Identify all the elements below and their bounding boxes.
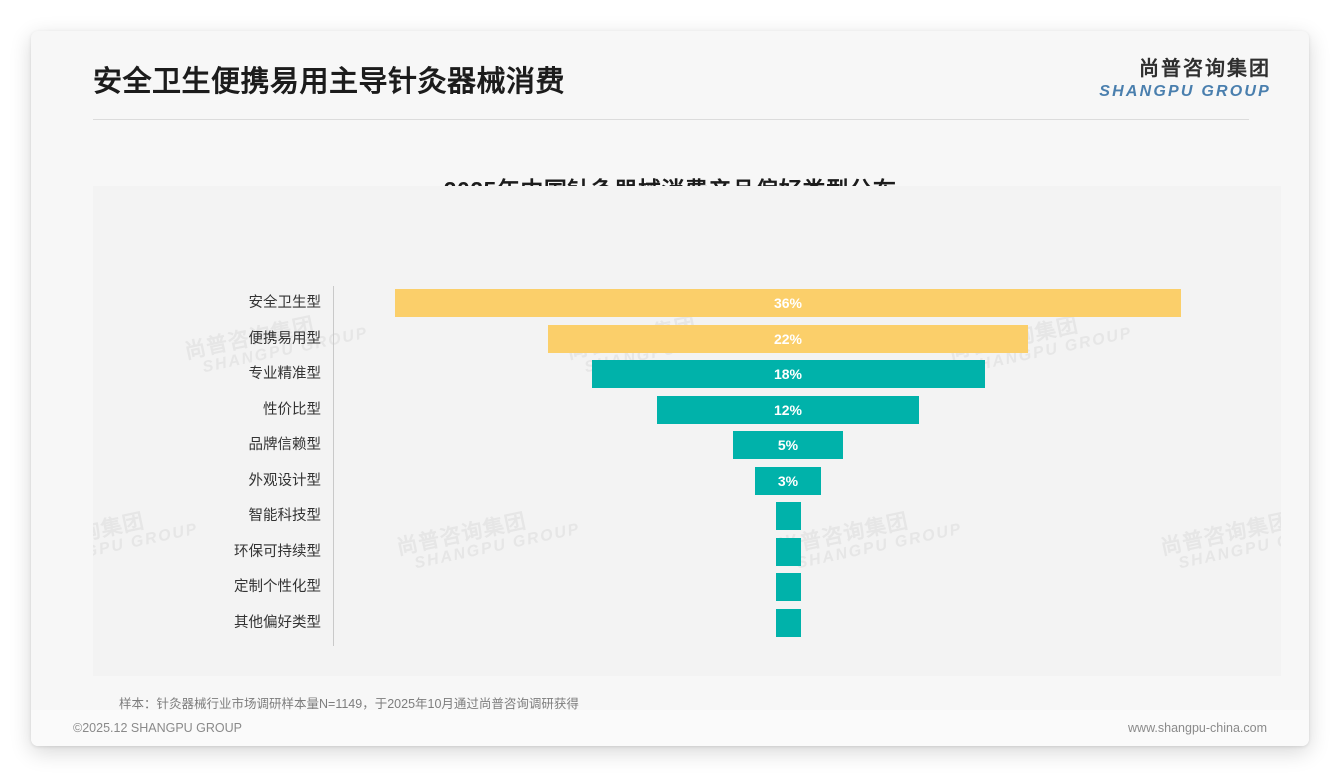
bar-track: 5% <box>333 428 1281 464</box>
chart-row: 性价比型 12% <box>93 393 1281 429</box>
bar[interactable] <box>591 360 985 388</box>
category-label: 定制个性化型 <box>234 579 321 595</box>
category-label: 外观设计型 <box>248 472 322 489</box>
slide-footer: ©2025.12 SHANGPU GROUP www.shangpu-china… <box>31 710 1309 746</box>
category-axis-line <box>333 286 334 646</box>
sample-footnote: 样本：针灸器械行业市场调研样本量N=1149，于2025年10月通过尚普咨询调研… <box>119 697 579 711</box>
bar[interactable] <box>775 573 801 601</box>
category-label: 性价比型 <box>263 401 321 418</box>
category-label: 环保可持续型 <box>234 543 321 560</box>
bar-track: 22% <box>333 322 1281 358</box>
bar-track <box>333 535 1281 571</box>
category-label: 品牌信赖型 <box>248 437 322 453</box>
category-label: 安全卫生型 <box>248 295 322 311</box>
category-label: 智能科技型 <box>248 508 322 524</box>
category-label: 专业精准型 <box>248 366 322 382</box>
category-label: 便携易用型 <box>248 330 322 347</box>
bar-track <box>333 606 1281 642</box>
chart-row: 品牌信赖型 5% <box>93 428 1281 464</box>
bar[interactable] <box>775 502 801 530</box>
chart-row: 外观设计型 3% <box>93 464 1281 500</box>
bar-rows: 安全卫生型 36% 便携易用型 22% 专业精准型 18% 性价比型 12% 品牌信赖型 5% 外观… <box>93 286 1281 641</box>
chart-row: 智能科技型 <box>93 499 1281 535</box>
bar[interactable] <box>657 395 919 424</box>
bar-track: 12% <box>333 393 1281 429</box>
bar[interactable] <box>775 608 801 637</box>
bar-track: 36% <box>333 286 1281 322</box>
bar-track <box>333 570 1281 606</box>
footer-website[interactable]: www.shangpu-china.com <box>1128 721 1267 735</box>
page-title: 安全卫生便携易用主导针灸器械消费 <box>93 66 566 98</box>
bar-track: 3% <box>333 464 1281 500</box>
footer-copyright: ©2025.12 SHANGPU GROUP <box>73 721 242 735</box>
chart-row: 定制个性化型 <box>93 570 1281 606</box>
bar[interactable] <box>755 466 821 495</box>
chart-row: 环保可持续型 <box>93 535 1281 571</box>
chart-row: 其他偏好类型 <box>93 606 1281 642</box>
slide-header: 安全卫生便携易用主导针灸器械消费 尚普咨询集团 SHANGPU GROUP <box>31 31 1309 123</box>
chart-row: 便携易用型 22% <box>93 322 1281 358</box>
chart-row: 专业精准型 18% <box>93 357 1281 393</box>
brand-logo: 尚普咨询集团 SHANGPU GROUP <box>1099 59 1271 100</box>
header-divider <box>93 119 1249 120</box>
bar[interactable] <box>395 289 1181 317</box>
brand-logo-cn: 尚普咨询集团 <box>1139 58 1271 80</box>
category-label: 其他偏好类型 <box>234 614 321 631</box>
bar[interactable] <box>547 324 1029 353</box>
bar-track <box>333 499 1281 535</box>
bar[interactable] <box>733 431 843 459</box>
bar[interactable] <box>775 537 801 566</box>
slide-card: 安全卫生便携易用主导针灸器械消费 尚普咨询集团 SHANGPU GROUP 20… <box>31 31 1309 746</box>
brand-logo-en: SHANGPU GROUP <box>1099 83 1271 100</box>
chart-row: 安全卫生型 36% <box>93 286 1281 322</box>
bar-track: 18% <box>333 357 1281 393</box>
